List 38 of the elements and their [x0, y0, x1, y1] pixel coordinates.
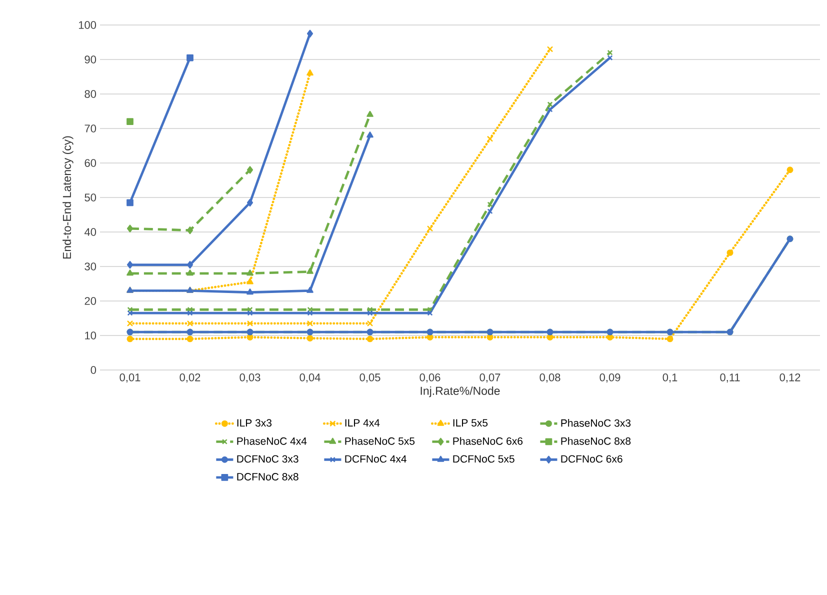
legend-label: ILP 4x4 — [345, 419, 380, 426]
y-tick-label: 90 — [84, 56, 96, 64]
x-tick-label: 0,11 — [720, 374, 740, 383]
legend-label: PhaseNoC 5x5 — [345, 437, 415, 445]
x-tick-label: 0,08 — [540, 374, 560, 383]
x-tick-label: 0,02 — [180, 374, 200, 383]
x-tick-label: 0,12 — [780, 374, 800, 383]
x-tick-label: 0,06 — [420, 374, 440, 383]
y-tick-label: 40 — [84, 228, 96, 236]
legend-label: ILP 5x5 — [453, 419, 488, 427]
x-tick-label: 0,09 — [600, 374, 620, 383]
y-tick-label: 80 — [84, 90, 96, 98]
legend-label: DCFNoC 8x8 — [237, 473, 298, 480]
legend-label: DCFNoC 6x6 — [561, 455, 622, 463]
y-tick-label: 10 — [85, 332, 96, 340]
legend-label: DCFNoC 4x4 — [345, 455, 406, 463]
legend-label: DCFNoC 3x3 — [237, 455, 298, 463]
x-tick-label: 0,05 — [360, 374, 380, 383]
x-tick-label: 0,07 — [480, 374, 500, 383]
y-tick-label: 20 — [84, 297, 96, 305]
legend-label: PhaseNoC 6x6 — [453, 437, 523, 445]
legend-label: PhaseNoC 3x3 — [561, 419, 631, 427]
y-tick-label: 100 — [78, 21, 96, 29]
x-tick-label: 0,1 — [662, 374, 678, 383]
legend-label: PhaseNoC 4x4 — [237, 437, 307, 445]
y-tick-label: 60 — [84, 159, 96, 167]
legend-label: ILP 3x3 — [237, 419, 272, 427]
y-axis-title: End-to-End Latency (cy) — [62, 136, 74, 259]
x-axis-title: Inj.Rate%/Node — [420, 386, 500, 398]
x-tick-label: 0,01 — [120, 374, 140, 383]
x-tick-label: 0,04 — [300, 374, 320, 383]
y-tick-label: 30 — [84, 262, 96, 270]
y-tick-label: 50 — [84, 194, 96, 202]
legend-label: PhaseNoC 8x8 — [561, 437, 631, 445]
y-tick-label: 70 — [84, 124, 96, 132]
legend-label: DCFNoC 5x5 — [453, 455, 514, 463]
x-tick-label: 0,03 — [240, 374, 260, 383]
y-tick-label: 0 — [90, 366, 96, 374]
